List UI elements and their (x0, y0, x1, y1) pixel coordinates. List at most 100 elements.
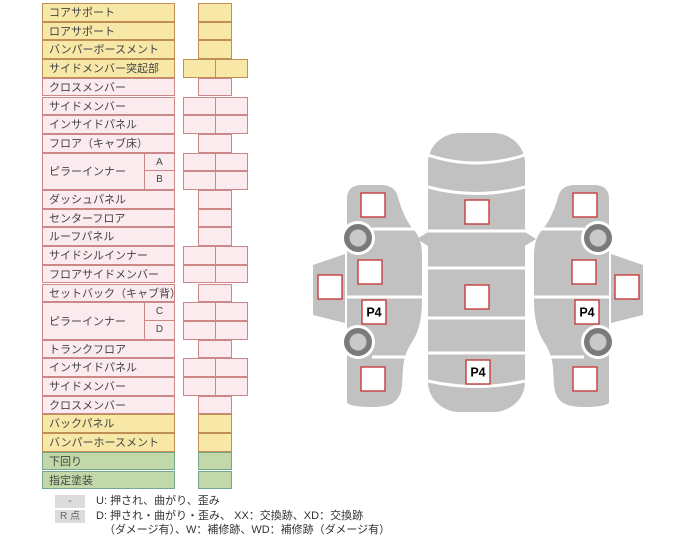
damage-cell (215, 377, 248, 396)
damage-cell (183, 377, 216, 396)
damage-marker (317, 274, 343, 300)
car-top-view (417, 133, 536, 412)
damage-cell (198, 208, 232, 228)
damage-cell (215, 264, 248, 284)
damage-marker-p4 (361, 299, 387, 325)
damage-marker (360, 366, 386, 392)
damage-cell (198, 3, 232, 22)
damage-cell (183, 171, 216, 190)
damage-cell (198, 414, 232, 434)
damage-cell (215, 302, 248, 321)
damage-cell (198, 283, 232, 303)
part-label: ピラーインナー C D (42, 302, 175, 340)
part-label: ルーフパネル (42, 227, 175, 247)
part-label: ピラーインナー A B (42, 152, 175, 190)
damage-cell (183, 59, 216, 78)
part-label: トランクフロア (42, 339, 175, 359)
damage-cell (183, 115, 216, 134)
damage-cell (215, 96, 248, 116)
part-label-text: ピラーインナー (49, 315, 126, 328)
damage-cell (198, 395, 232, 415)
damage-cell (183, 320, 216, 340)
part-label: サイドメンバー (42, 377, 175, 396)
damage-cell (198, 190, 232, 209)
legend-badge-r-point: R 点 (55, 509, 85, 523)
damage-marker-label: P4 (579, 306, 594, 320)
pillar-sub-label: D (155, 323, 164, 335)
left-mirror (417, 232, 428, 246)
damage-marker (571, 259, 597, 285)
wheel (341, 325, 375, 359)
part-label: コアサポート (42, 3, 175, 22)
part-label: セットバック（キャブ背） (42, 283, 175, 303)
damage-marker (614, 274, 640, 300)
legend-row-r-cont: （ダメージ有）、W：補修跡、WD：補修跡（ダメージ有） (55, 521, 390, 537)
damage-cell (198, 21, 232, 41)
part-label: センターフロア (42, 208, 175, 228)
damage-cell (198, 77, 232, 97)
panel-separator (427, 153, 526, 165)
damage-marker (357, 259, 383, 285)
damage-cell (215, 320, 248, 340)
damage-cell (198, 451, 232, 471)
part-label: クロスメンバー (42, 77, 175, 97)
damage-marker (360, 192, 386, 218)
legend-row-r: R 点 D: 押され・曲がり・歪み、 XX：交換跡、XD：交換跡 (55, 507, 363, 523)
part-label: サイドメンバー (42, 96, 175, 116)
pillar-sub-label: A (145, 154, 174, 172)
part-label: 指定塗装 (42, 470, 175, 490)
wheels (341, 221, 615, 359)
damage-marker-label: P4 (366, 306, 381, 320)
wheel (341, 221, 375, 255)
damage-cell (198, 40, 232, 60)
damage-parts-table: コアサポート ロアサポート バンパーボースメント サイドメンバー突起部 クロスメンバーサ… (42, 3, 254, 495)
car-top-body (428, 133, 525, 412)
part-label: インサイドパネル (42, 115, 175, 134)
damage-marker (572, 192, 598, 218)
damage-cell (183, 264, 216, 284)
damage-marker-p4 (465, 359, 491, 385)
damage-cell (198, 470, 232, 490)
car-diagram: P4 P4 P4 (313, 133, 643, 412)
legend-text-d-continued: （ダメージ有）、W：補修跡、WD：補修跡（ダメージ有） (104, 524, 391, 536)
part-label: バックパネル (42, 414, 175, 434)
damage-cell (198, 227, 232, 247)
damage-cell (198, 133, 232, 153)
wheel (581, 221, 615, 255)
damage-marker (464, 284, 490, 310)
part-label: ロアサポート (42, 21, 175, 41)
damage-cell (183, 358, 216, 377)
damage-cell (183, 96, 216, 116)
damage-cell (183, 152, 216, 172)
damage-cell (198, 339, 232, 359)
part-label: クロスメンバー (42, 395, 175, 415)
damage-marker (464, 199, 490, 225)
pillar-sub-label: B (156, 174, 163, 186)
wheel (581, 325, 615, 359)
legend-row-u: - U: 押され、曲がり、歪み (55, 492, 220, 508)
part-label: サイドメンバー突起部 (42, 59, 175, 78)
part-label: バンパーホースメント (42, 433, 175, 452)
damage-cell (215, 246, 248, 265)
part-label: 下回り (42, 451, 175, 471)
legend-text-u: U: 押され、曲がり、歪み (96, 495, 220, 507)
part-label: バンパーボースメント (42, 40, 175, 60)
damage-marker-p4 (574, 299, 600, 325)
damage-cell (215, 115, 248, 134)
pillar-sub-label: C (145, 303, 174, 321)
damage-cell (215, 171, 248, 190)
damage-cell (198, 433, 232, 452)
damage-markers: P4 P4 P4 (317, 192, 640, 392)
part-label: ダッシュパネル (42, 190, 175, 209)
right-mirror (525, 232, 536, 246)
damage-cell (183, 302, 216, 321)
damage-cell (215, 152, 248, 172)
part-label: サイドシルインナー (42, 246, 175, 265)
legend-badge-dash: - (55, 494, 85, 508)
damage-cell (183, 246, 216, 265)
damage-cell (215, 59, 248, 78)
legend-text-d: D: 押され・曲がり・歪み、 XX：交換跡、XD：交換跡 (96, 510, 364, 522)
